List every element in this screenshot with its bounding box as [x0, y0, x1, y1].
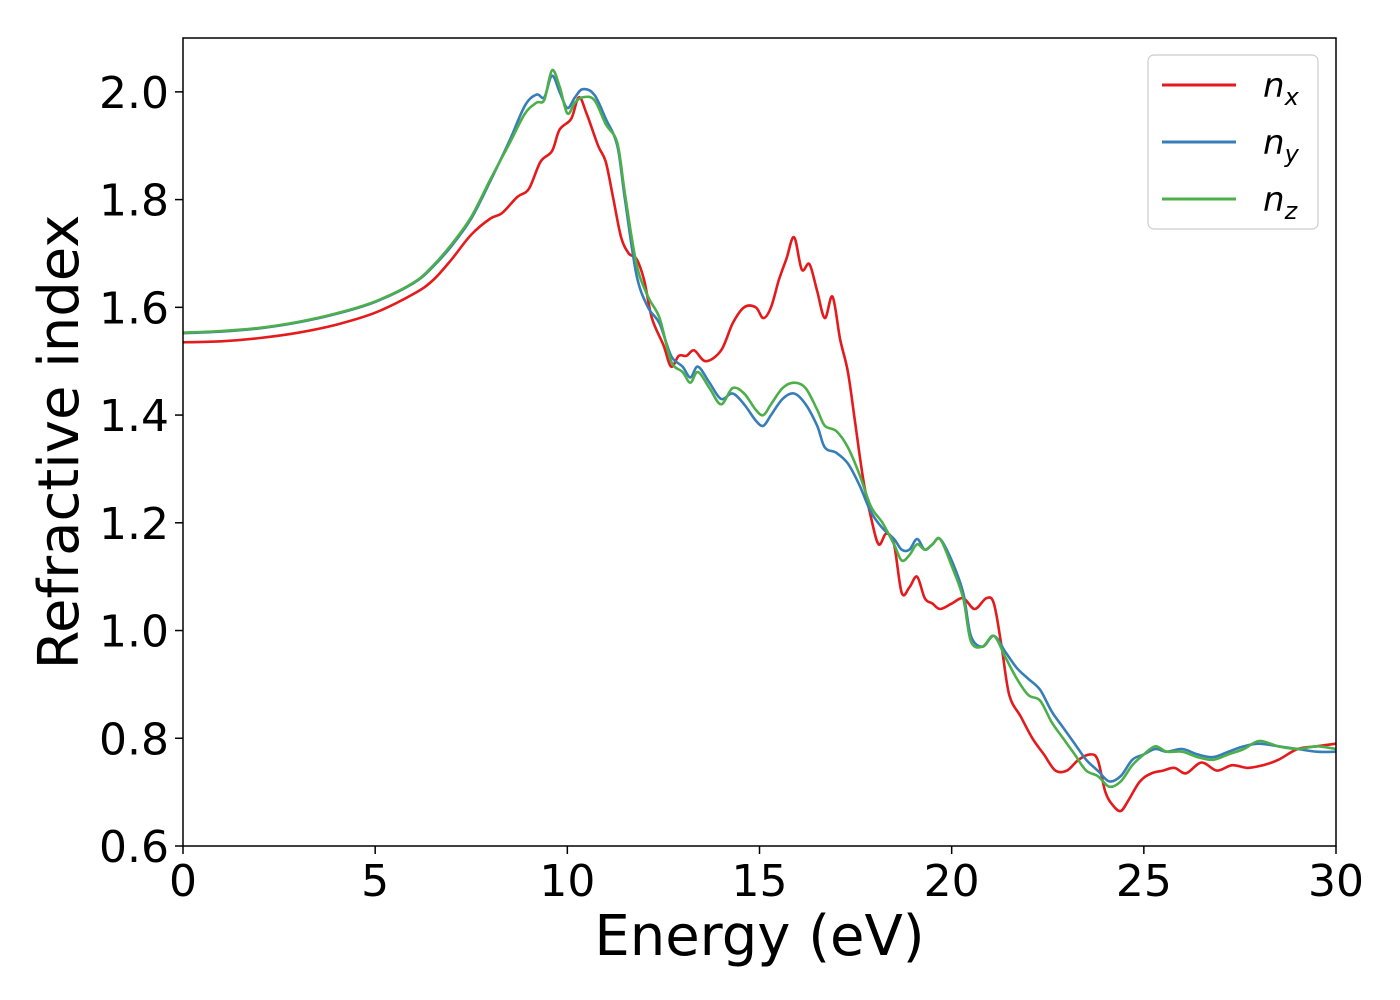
y-tick-label: 2.0 — [99, 68, 169, 119]
y-tick-label: 1.2 — [99, 499, 169, 550]
legend-label-n-y: ny — [1263, 123, 1300, 168]
x-tick-label: 30 — [1308, 856, 1364, 907]
y-tick-label: 1.0 — [99, 607, 169, 658]
plot-lines — [182, 68, 1337, 813]
y-tick-label: 1.4 — [99, 391, 169, 442]
x-tick-label: 0 — [169, 856, 197, 907]
x-axis-label: Energy (eV) — [594, 904, 924, 969]
legend-label-n-x: nx — [1263, 66, 1300, 111]
x-tick-label: 20 — [924, 856, 980, 907]
y-tick-label: 0.8 — [99, 714, 169, 765]
y-tick-label: 0.6 — [99, 822, 169, 873]
x-tick-label: 25 — [1116, 856, 1172, 907]
x-tick-label: 5 — [361, 856, 389, 907]
series-line-n-x — [182, 96, 1337, 813]
legend-label-n-z: nz — [1263, 180, 1299, 225]
y-axis-label: Refractive index — [27, 215, 92, 670]
x-tick-label: 15 — [732, 856, 788, 907]
legend: nx ny nz — [1147, 54, 1319, 230]
y-tick-label: 1.8 — [99, 176, 169, 227]
y-tick-label: 1.6 — [99, 283, 169, 334]
axis-ticks: 0 5 10 15 20 25 30 0.6 0.8 1.0 1.2 1.4 1.6 1.8 2.0 — [99, 68, 1364, 907]
x-tick-label: 10 — [539, 856, 595, 907]
series-line-n-z — [182, 68, 1337, 789]
